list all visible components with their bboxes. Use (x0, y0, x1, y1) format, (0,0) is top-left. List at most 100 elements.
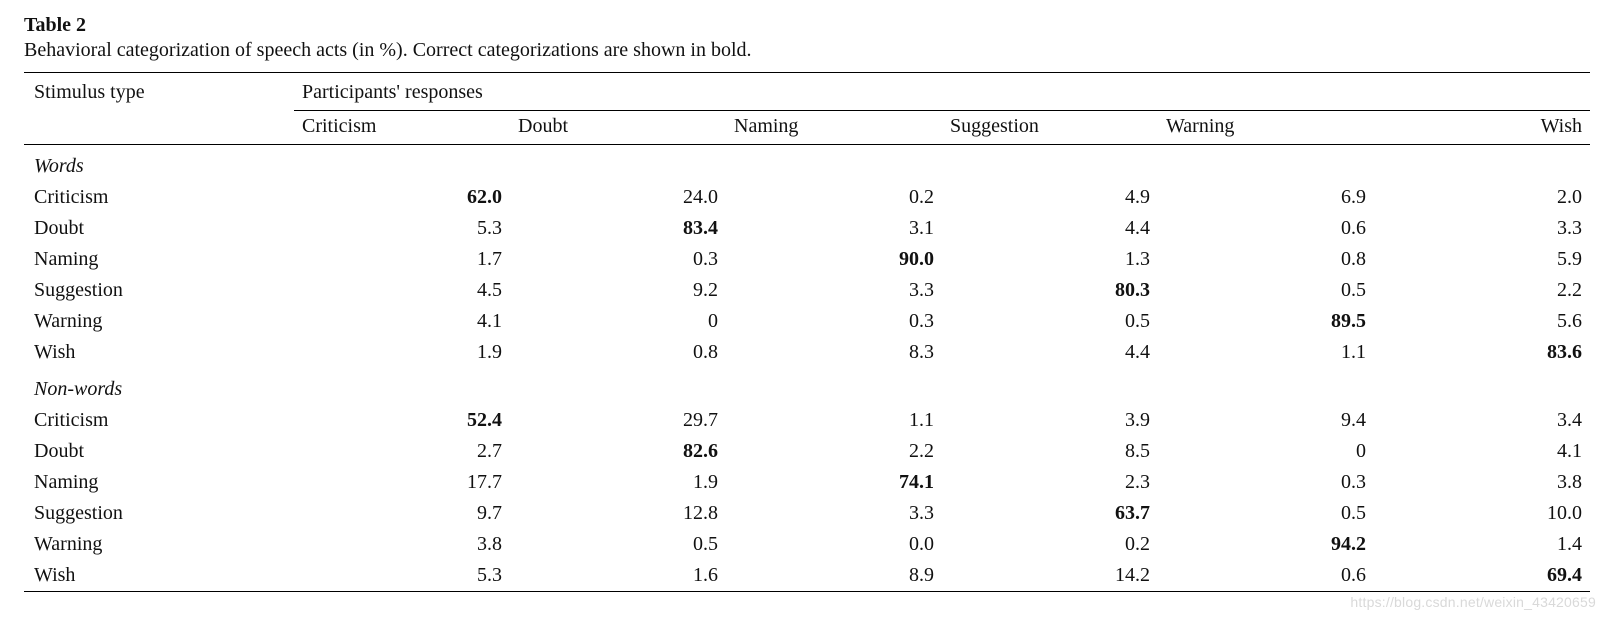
cell: 9.4 (1158, 405, 1374, 436)
cell: 3.1 (726, 213, 942, 244)
cell: 8.5 (942, 436, 1158, 467)
cell: 3.9 (942, 405, 1158, 436)
table-row: Suggestion9.712.83.363.70.510.0 (24, 498, 1590, 529)
col-header: Doubt (510, 111, 726, 145)
cell: 0.8 (1158, 244, 1374, 275)
row-label: Doubt (24, 436, 294, 467)
cell: 12.8 (510, 498, 726, 529)
table-row: Criticism62.024.00.24.96.92.0 (24, 182, 1590, 213)
cell: 4.4 (942, 213, 1158, 244)
col-header: Wish (1374, 111, 1590, 145)
cell: 94.2 (1158, 529, 1374, 560)
cell: 0 (1158, 436, 1374, 467)
cell: 2.0 (1374, 182, 1590, 213)
table-figure: Table 2 Behavioral categorization of spe… (0, 0, 1614, 616)
cell: 0.3 (726, 306, 942, 337)
cell: 83.4 (510, 213, 726, 244)
cell: 2.3 (942, 467, 1158, 498)
cell: 4.1 (1374, 436, 1590, 467)
cell: 0.6 (1158, 560, 1374, 592)
table-row: Naming17.71.974.12.30.33.8 (24, 467, 1590, 498)
row-label: Suggestion (24, 498, 294, 529)
cell: 90.0 (726, 244, 942, 275)
cell: 1.1 (1158, 337, 1374, 368)
cell: 5.6 (1374, 306, 1590, 337)
table-row: Suggestion4.59.23.380.30.52.2 (24, 275, 1590, 306)
cell: 0 (510, 306, 726, 337)
table-row: Naming1.70.390.01.30.85.9 (24, 244, 1590, 275)
cell: 1.4 (1374, 529, 1590, 560)
cell: 1.1 (726, 405, 942, 436)
cell: 62.0 (294, 182, 510, 213)
row-label: Naming (24, 467, 294, 498)
table-row: Wish1.90.88.34.41.183.6 (24, 337, 1590, 368)
table-caption: Behavioral categorization of speech acts… (24, 39, 1590, 62)
table-row: Doubt2.782.62.28.504.1 (24, 436, 1590, 467)
cell: 14.2 (942, 560, 1158, 592)
cell: 4.1 (294, 306, 510, 337)
cell: 5.3 (294, 560, 510, 592)
cell: 2.2 (1374, 275, 1590, 306)
cell: 0.5 (1158, 275, 1374, 306)
cell: 0.5 (942, 306, 1158, 337)
cell: 1.6 (510, 560, 726, 592)
cell: 5.3 (294, 213, 510, 244)
row-label: Warning (24, 529, 294, 560)
cell: 8.9 (726, 560, 942, 592)
cell: 69.4 (1374, 560, 1590, 592)
row-label: Criticism (24, 182, 294, 213)
cell: 3.3 (726, 275, 942, 306)
cell: 0.3 (510, 244, 726, 275)
section-title: Non-words (24, 368, 1590, 405)
col-header: Criticism (294, 111, 510, 145)
cell: 8.3 (726, 337, 942, 368)
row-label: Doubt (24, 213, 294, 244)
cell: 52.4 (294, 405, 510, 436)
data-table: Stimulus type Participants' responses Cr… (24, 72, 1590, 592)
cell: 5.9 (1374, 244, 1590, 275)
cell: 83.6 (1374, 337, 1590, 368)
cell: 9.2 (510, 275, 726, 306)
cell: 89.5 (1158, 306, 1374, 337)
cell: 4.9 (942, 182, 1158, 213)
cell: 3.8 (294, 529, 510, 560)
cell: 0.0 (726, 529, 942, 560)
cell: 0.2 (942, 529, 1158, 560)
cell: 1.9 (294, 337, 510, 368)
row-label: Suggestion (24, 275, 294, 306)
cell: 9.7 (294, 498, 510, 529)
cell: 1.3 (942, 244, 1158, 275)
table-label: Table 2 (24, 14, 1590, 37)
row-label: Wish (24, 337, 294, 368)
cell: 17.7 (294, 467, 510, 498)
table-row: Warning3.80.50.00.294.21.4 (24, 529, 1590, 560)
cell: 3.3 (1374, 213, 1590, 244)
cell: 0.5 (510, 529, 726, 560)
col-header: Warning (1158, 111, 1374, 145)
cell: 10.0 (1374, 498, 1590, 529)
cell: 4.5 (294, 275, 510, 306)
row-label: Wish (24, 560, 294, 592)
col-header: Naming (726, 111, 942, 145)
cell: 82.6 (510, 436, 726, 467)
row-label: Criticism (24, 405, 294, 436)
row-label: Warning (24, 306, 294, 337)
cell: 6.9 (1158, 182, 1374, 213)
cell: 0.5 (1158, 498, 1374, 529)
table-row: Doubt5.383.43.14.40.63.3 (24, 213, 1590, 244)
cell: 24.0 (510, 182, 726, 213)
cell: 3.3 (726, 498, 942, 529)
table-row: Wish5.31.68.914.20.669.4 (24, 560, 1590, 592)
cell: 0.6 (1158, 213, 1374, 244)
cell: 2.7 (294, 436, 510, 467)
cell: 1.9 (510, 467, 726, 498)
cell: 2.2 (726, 436, 942, 467)
col-header: Suggestion (942, 111, 1158, 145)
table-row: Criticism52.429.71.13.99.43.4 (24, 405, 1590, 436)
cell: 80.3 (942, 275, 1158, 306)
table-head: Stimulus type Participants' responses Cr… (24, 73, 1590, 145)
table-row: Warning4.100.30.589.55.6 (24, 306, 1590, 337)
row-label: Naming (24, 244, 294, 275)
stub-header: Stimulus type (24, 73, 294, 145)
cell: 29.7 (510, 405, 726, 436)
